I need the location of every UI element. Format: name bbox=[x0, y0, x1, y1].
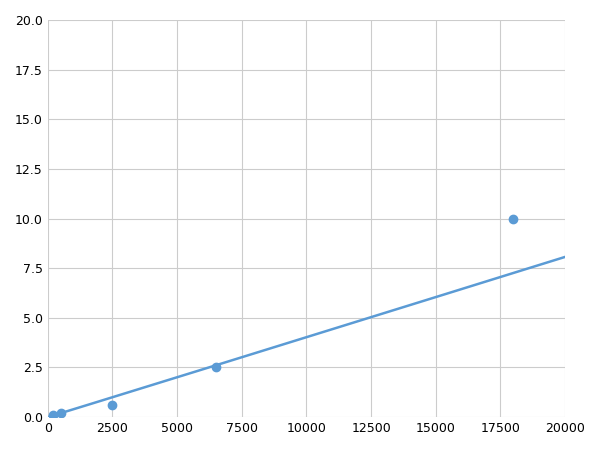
Point bbox=[56, 410, 65, 417]
Point bbox=[107, 401, 117, 409]
Point bbox=[211, 364, 221, 371]
Point bbox=[48, 412, 58, 419]
Point bbox=[509, 215, 518, 222]
